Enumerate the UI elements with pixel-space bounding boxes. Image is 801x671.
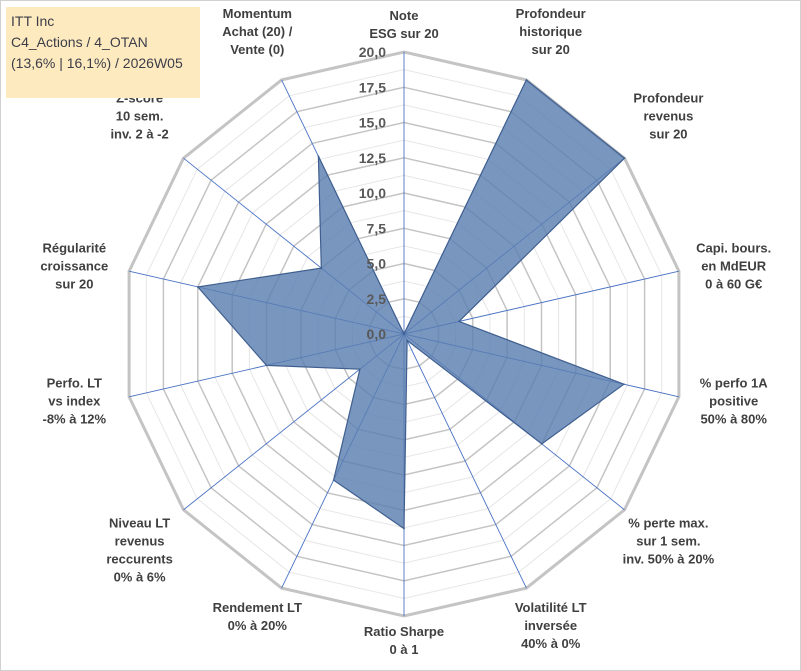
axis-label: 0% à 6% [114, 570, 166, 585]
info-box: ITT Inc C4_Actions / 4_OTAN (13,6% | 16,… [6, 7, 200, 98]
tick-label: 10,0 [359, 185, 386, 201]
axis-label: Rendement LT [213, 600, 302, 615]
axis-label: % perfo 1A [700, 376, 769, 391]
data-point [406, 339, 408, 342]
axis-label: 0 à 1 [390, 642, 419, 657]
data-point [623, 383, 625, 386]
performance-week: (13,6% | 16,1%) / 2026W05 [11, 55, 183, 71]
axis-label: Profondeur [633, 91, 703, 106]
axis-label: sur 20 [532, 42, 570, 57]
data-point [623, 157, 626, 159]
radar-series [196, 78, 626, 530]
tick-label: 5,0 [367, 256, 387, 272]
radar-tick-labels: 0,0 2,5 5,0 7,5 10,0 12,5 15,0 17,5 20,0 [359, 44, 386, 342]
data-point [541, 443, 543, 445]
data-point [403, 333, 405, 335]
axis-label: Niveau LT [109, 516, 170, 531]
company-name: ITT Inc [11, 13, 55, 29]
axis-label: positive [709, 394, 758, 409]
axis-label: Perfo. LT [47, 376, 102, 391]
data-point [525, 79, 528, 81]
axis-label: croissance [40, 258, 108, 273]
axis-label: 0% à 20% [228, 618, 288, 633]
axis-label: inv. 50% à 20% [623, 552, 715, 567]
axis-label: en MdEUR [701, 258, 767, 273]
axis-label: sur 20 [55, 276, 93, 291]
tick-label: 17,5 [359, 79, 386, 95]
tick-label: 7,5 [367, 220, 387, 236]
data-point [403, 527, 405, 530]
axis-label: Ratio Sharpe [364, 624, 444, 639]
axis-label: 0 à 60 G€ [705, 276, 762, 291]
data-point [317, 155, 320, 157]
radar-spoke [403, 333, 527, 589]
tick-label: 12,5 [359, 150, 386, 166]
axis-label: Profondeur [516, 6, 586, 21]
axis-label: 50% à 80% [700, 412, 767, 427]
axis-label: inv. 2 à -2 [110, 127, 168, 142]
axis-label: 40% à 0% [521, 636, 581, 651]
data-point [359, 368, 361, 371]
axis-label: Régularité [43, 240, 107, 255]
tick-label: 2,5 [367, 291, 387, 307]
tick-label: 15,0 [359, 115, 386, 131]
axis-label: Achat (20) / [222, 24, 292, 39]
data-point [197, 286, 199, 288]
axis-label: -8% à 12% [43, 412, 107, 427]
series-area [196, 78, 626, 530]
data-point [265, 364, 268, 367]
axis-label: inversée [524, 618, 577, 633]
axis-label: sur 20 [649, 127, 687, 142]
data-point [458, 320, 460, 323]
axis-label: reccurents [106, 552, 172, 567]
data-point [320, 267, 323, 269]
axis-label: Capi. bours. [696, 240, 771, 255]
tick-label: 0,0 [367, 326, 387, 342]
axis-label: historique [519, 24, 582, 39]
axis-label: % perte max. [628, 516, 708, 531]
data-point [332, 479, 335, 481]
axis-label: Volatilité LT [515, 600, 587, 615]
axis-label: Momentum [223, 6, 292, 21]
axis-label: 10 sem. [116, 109, 164, 124]
axis-label: Note [390, 8, 419, 23]
axis-label: vs index [48, 394, 101, 409]
portfolio-category: C4_Actions / 4_OTAN [11, 34, 148, 50]
axis-label: Vente (0) [230, 42, 284, 57]
axis-label: revenus [115, 534, 165, 549]
radar-axis-labels: Note ESG sur 20 Profondeur historique sur 20… [40, 6, 771, 657]
tick-label: 20,0 [359, 44, 386, 60]
axis-label: revenus [643, 109, 693, 124]
axis-label: sur 1 sem. [636, 534, 700, 549]
axis-label: ESG sur 20 [369, 26, 438, 41]
